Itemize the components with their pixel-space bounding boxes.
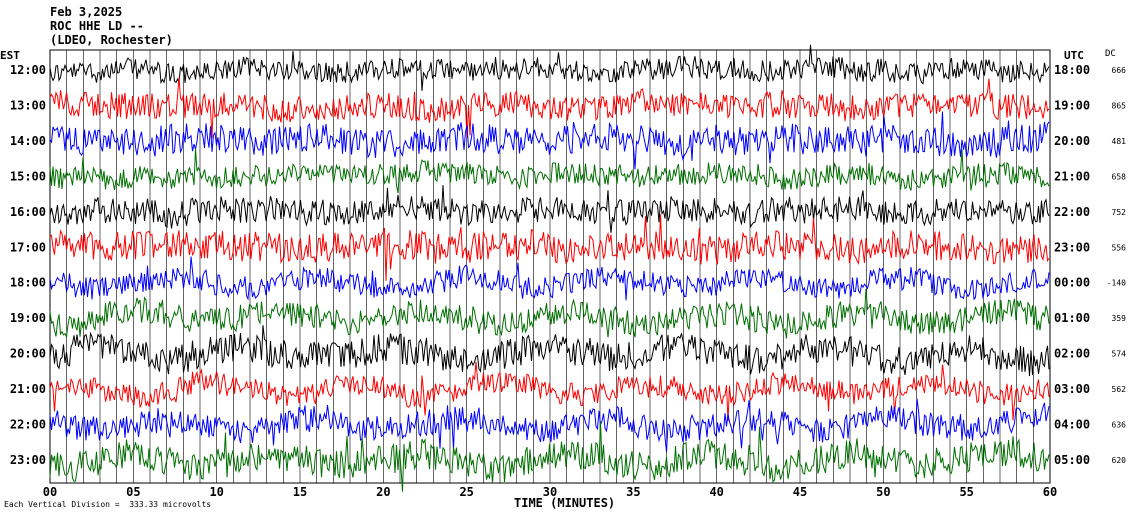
est-label: 20:00 (10, 347, 46, 361)
trace-1300 (49, 77, 1050, 139)
est-label: 22:00 (10, 418, 46, 432)
est-axis-title: EST (0, 49, 20, 62)
est-label: 21:00 (10, 382, 46, 396)
x-tick-label: 10 (209, 485, 223, 499)
dc-label: 574 (1112, 350, 1127, 359)
dc-label: 620 (1112, 456, 1127, 465)
est-label: 15:00 (10, 169, 46, 183)
utc-label: 00:00 (1054, 276, 1090, 290)
utc-axis-title: UTC (1064, 49, 1084, 62)
trace-1700 (49, 214, 1050, 281)
utc-label: 22:00 (1054, 205, 1090, 219)
est-label: 16:00 (10, 205, 46, 219)
trace-1400 (49, 111, 1050, 170)
utc-label: 03:00 (1054, 382, 1090, 396)
x-tick-label: 25 (459, 485, 473, 499)
x-tick-label: 50 (876, 485, 890, 499)
dc-label: 865 (1112, 101, 1127, 110)
trace-1900 (49, 288, 1050, 339)
trace-2300 (49, 421, 1050, 492)
scale-note: Each Vertical Division = 333.33 microvol… (4, 500, 212, 509)
seismic-traces (49, 44, 1050, 492)
dc-column-title: DC (1105, 49, 1116, 59)
dc-label: 359 (1112, 314, 1127, 323)
dc-label: 658 (1112, 172, 1127, 181)
trace-1600 (49, 184, 1050, 233)
dc-label: 752 (1112, 208, 1127, 217)
utc-label: 21:00 (1054, 169, 1090, 183)
utc-label: 02:00 (1054, 347, 1090, 361)
utc-label: 18:00 (1054, 63, 1090, 77)
minute-gridlines (66, 50, 1034, 483)
dc-label: 481 (1112, 137, 1127, 146)
x-tick-label: 60 (1043, 485, 1057, 499)
date-label: Feb 3,2025 (50, 5, 123, 19)
utc-hour-labels: 18:00 19:00 20:00 21:00 22:00 23:00 00:00 01:00… (1054, 63, 1090, 467)
x-tick-label: 55 (959, 485, 973, 499)
est-label: 18:00 (10, 276, 46, 290)
dc-label: 636 (1112, 421, 1127, 430)
utc-label: 20:00 (1054, 134, 1090, 148)
x-tick-label: 40 (709, 485, 723, 499)
utc-label: 04:00 (1054, 418, 1090, 432)
dc-label: 666 (1112, 66, 1127, 75)
x-axis-title: TIME (MINUTES) (514, 496, 616, 510)
est-label: 17:00 (10, 240, 46, 254)
est-label: 23:00 (10, 453, 46, 467)
x-tick-label: 00 (43, 485, 57, 499)
trace-2100 (49, 361, 1050, 422)
dc-label: 556 (1112, 243, 1127, 252)
x-tick-label: 15 (293, 485, 307, 499)
utc-label: 05:00 (1054, 453, 1090, 467)
x-tick-label: 30 (543, 485, 557, 499)
dc-label: 562 (1112, 385, 1127, 394)
utc-label: 19:00 (1054, 98, 1090, 112)
est-label: 19:00 (10, 311, 46, 325)
station-label: ROC HHE LD -- (50, 19, 144, 33)
location-label: (LDEO, Rochester) (50, 33, 173, 47)
x-tick-labels: 00 05 10 15 20 25 30 35 40 45 50 55 60 (43, 485, 1057, 499)
x-tick-label: 35 (626, 485, 640, 499)
x-tick-label: 20 (376, 485, 390, 499)
dc-label: -140 (1107, 279, 1126, 288)
est-label: 12:00 (10, 63, 46, 77)
dc-offset-labels: 666 865 481 658 752 556 -140 359 574 562 636 620 (1107, 66, 1126, 465)
est-label: 13:00 (10, 98, 46, 112)
est-label: 14:00 (10, 134, 46, 148)
utc-label: 01:00 (1054, 311, 1090, 325)
trace-2000 (49, 325, 1050, 377)
x-tick-label: 45 (793, 485, 807, 499)
trace-2200 (49, 398, 1050, 452)
utc-label: 23:00 (1054, 240, 1090, 254)
trace-1500 (49, 148, 1050, 194)
trace-1800 (49, 256, 1050, 301)
x-tick-label: 05 (126, 485, 140, 499)
trace-1200 (49, 44, 1050, 91)
est-hour-labels: 12:00 13:00 14:00 15:00 16:00 17:00 18:00 19:00… (10, 63, 46, 467)
